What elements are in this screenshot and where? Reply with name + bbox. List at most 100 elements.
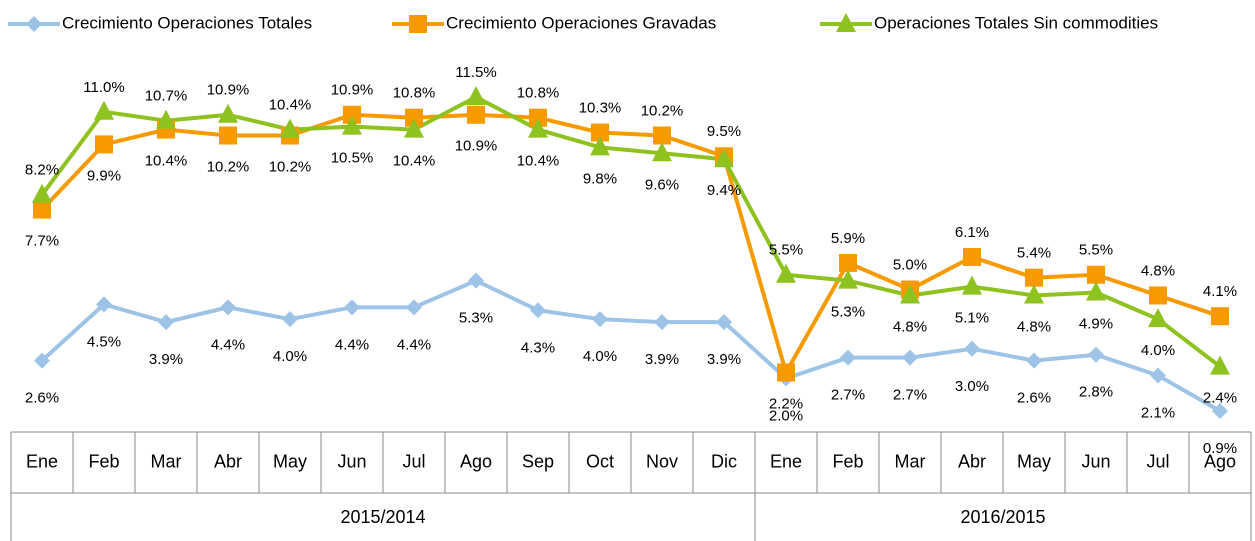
marker bbox=[716, 314, 732, 331]
data-label: 5.3% bbox=[459, 310, 493, 327]
x-tick-label: Jul bbox=[1146, 451, 1169, 471]
marker bbox=[900, 284, 920, 304]
data-label: 5.0% bbox=[893, 257, 927, 274]
marker bbox=[218, 103, 238, 123]
data-label: 3.0% bbox=[955, 378, 989, 395]
data-label: 5.5% bbox=[769, 242, 803, 259]
data-label: 10.2% bbox=[207, 158, 250, 175]
data-label: 5.9% bbox=[831, 230, 865, 247]
data-label: 0.9% bbox=[1203, 440, 1237, 457]
marker bbox=[1024, 284, 1044, 304]
data-label: 10.2% bbox=[269, 158, 312, 175]
x-tick-label: Nov bbox=[646, 451, 678, 471]
marker bbox=[156, 109, 176, 129]
data-label: 5.3% bbox=[831, 304, 865, 321]
data-label: 2.2% bbox=[769, 395, 803, 412]
data-label: 10.9% bbox=[207, 82, 250, 99]
marker bbox=[220, 299, 236, 316]
marker bbox=[714, 148, 734, 168]
marker bbox=[653, 126, 671, 145]
marker bbox=[528, 118, 548, 138]
data-label: 2.7% bbox=[831, 387, 865, 404]
data-label: 9.9% bbox=[87, 167, 121, 184]
data-label: 4.8% bbox=[1017, 318, 1051, 335]
data-label: 3.9% bbox=[707, 351, 741, 368]
data-label: 8.2% bbox=[25, 162, 59, 179]
x-tick-label: Jun bbox=[1081, 451, 1110, 471]
series-line bbox=[40, 95, 1222, 369]
data-label: 10.9% bbox=[455, 138, 498, 155]
data-label: 5.1% bbox=[955, 310, 989, 327]
data-label: 4.4% bbox=[335, 336, 369, 353]
x-tick-label: Dic bbox=[711, 451, 737, 471]
marker bbox=[1150, 367, 1166, 384]
marker bbox=[902, 349, 918, 366]
data-label: 9.8% bbox=[583, 170, 617, 187]
data-label: 2.8% bbox=[1079, 384, 1113, 401]
marker bbox=[652, 142, 672, 162]
marker bbox=[342, 115, 362, 135]
data-label: 9.4% bbox=[707, 182, 741, 199]
marker bbox=[1210, 355, 1230, 375]
marker bbox=[1212, 403, 1228, 419]
data-label: 11.5% bbox=[455, 64, 496, 81]
data-label: 4.0% bbox=[273, 348, 307, 365]
data-label: 4.5% bbox=[87, 333, 121, 350]
data-label: 10.4% bbox=[269, 97, 312, 114]
marker bbox=[33, 200, 51, 219]
marker bbox=[343, 105, 361, 124]
series-line bbox=[40, 278, 1221, 413]
data-label: 10.4% bbox=[145, 153, 188, 170]
marker bbox=[468, 272, 484, 289]
data-label: 4.4% bbox=[211, 336, 245, 353]
marker bbox=[282, 311, 298, 328]
data-label: 2.6% bbox=[1017, 390, 1051, 407]
marker bbox=[26, 16, 42, 32]
data-label: 4.4% bbox=[397, 336, 431, 353]
x-tick-label: Ene bbox=[770, 451, 802, 471]
data-label: 3.9% bbox=[645, 351, 679, 368]
marker bbox=[409, 15, 427, 33]
marker bbox=[836, 13, 856, 32]
legend-label: Crecimiento Operaciones Gravadas bbox=[446, 13, 716, 32]
marker bbox=[466, 86, 486, 105]
marker bbox=[1086, 281, 1106, 301]
data-label: 4.0% bbox=[583, 348, 617, 365]
marker bbox=[839, 253, 857, 272]
marker bbox=[405, 108, 423, 127]
marker bbox=[95, 135, 113, 154]
data-label: 4.9% bbox=[1079, 315, 1113, 332]
data-label: 10.5% bbox=[331, 150, 374, 167]
marker bbox=[1088, 346, 1104, 363]
data-label: 9.6% bbox=[645, 176, 679, 193]
marker bbox=[591, 123, 609, 142]
data-label: 10.3% bbox=[579, 100, 622, 117]
marker bbox=[838, 269, 858, 289]
data-label: 4.8% bbox=[1141, 262, 1175, 279]
x-tick-label: Mar bbox=[895, 451, 926, 471]
data-label: 5.4% bbox=[1017, 245, 1051, 262]
marker bbox=[529, 108, 547, 127]
group-label: 2016/2015 bbox=[960, 507, 1045, 527]
marker bbox=[777, 363, 795, 382]
legend-label: Crecimiento Operaciones Totales bbox=[62, 13, 312, 32]
marker bbox=[94, 100, 114, 120]
data-label: 7.7% bbox=[25, 233, 59, 250]
marker bbox=[344, 299, 360, 316]
marker bbox=[280, 118, 300, 138]
marker bbox=[964, 340, 980, 357]
data-label: 10.9% bbox=[331, 82, 374, 99]
data-label: 9.5% bbox=[707, 123, 741, 140]
marker bbox=[962, 275, 982, 295]
data-label: 10.4% bbox=[517, 153, 560, 170]
x-tick-label: Mar bbox=[151, 451, 182, 471]
x-tick-label: Abr bbox=[958, 451, 986, 471]
data-label: 2.4% bbox=[1203, 390, 1237, 407]
marker bbox=[1211, 307, 1229, 326]
x-tick-label: Jun bbox=[337, 451, 366, 471]
data-label: 11.0% bbox=[83, 79, 124, 96]
marker bbox=[1026, 352, 1042, 369]
x-tick-label: Ene bbox=[26, 451, 58, 471]
data-label: 4.3% bbox=[521, 339, 555, 356]
